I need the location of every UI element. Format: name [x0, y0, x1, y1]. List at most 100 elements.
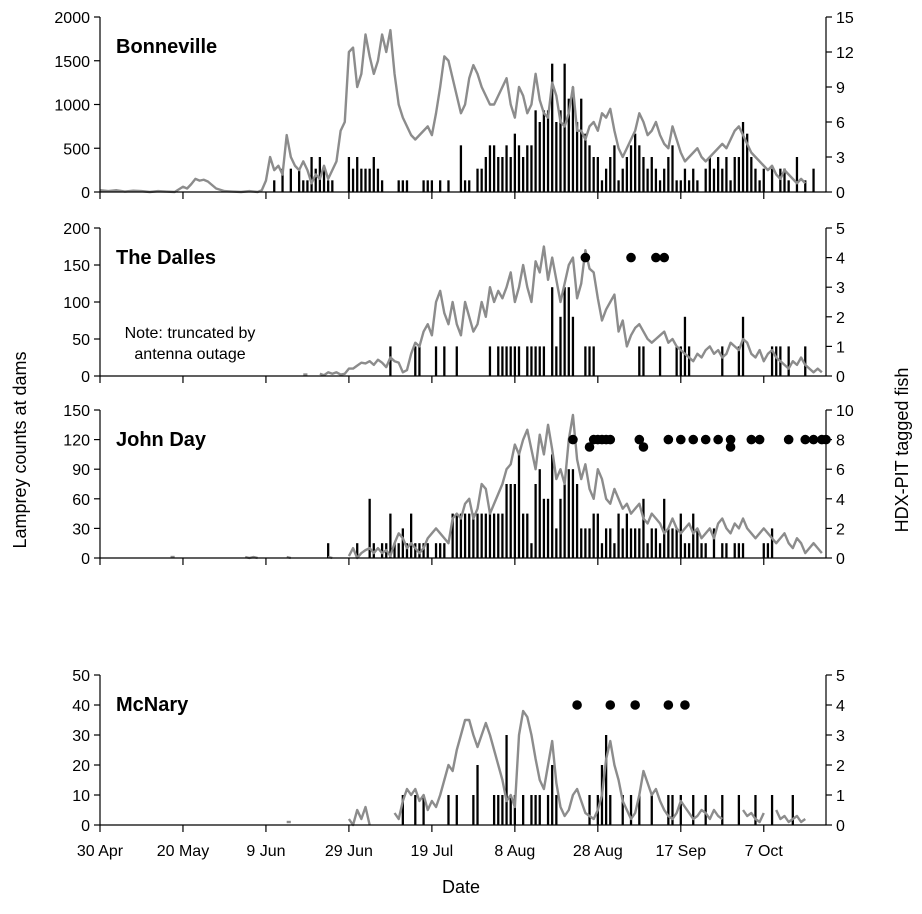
bar-0-11 — [331, 180, 334, 192]
bar-0-5 — [306, 180, 309, 192]
bar-1-31 — [679, 346, 682, 376]
right-tick-label-0-1: 3 — [836, 150, 845, 167]
bar-2-42 — [546, 498, 550, 558]
bar-1-41 — [804, 346, 807, 376]
bar-3-18 — [551, 765, 554, 825]
note-line-1-1: antenna outage — [134, 346, 245, 363]
panel-title-1: The Dalles — [116, 247, 216, 269]
dot-2-12 — [700, 434, 711, 445]
dot-3-3 — [663, 700, 674, 710]
bar-2-50 — [580, 528, 583, 558]
dot-2-6 — [605, 434, 616, 445]
bar-2-51 — [584, 528, 587, 558]
bar-3-28 — [650, 795, 653, 825]
bar-2-27 — [484, 513, 487, 558]
bar-2-49 — [575, 484, 579, 558]
dot-2-9 — [663, 434, 674, 445]
bar-0-82 — [683, 168, 687, 192]
bar-2-61 — [625, 513, 629, 558]
bar-0-83 — [687, 180, 691, 192]
right-tick-label-3-1: 1 — [836, 788, 845, 805]
bar-3-9 — [501, 795, 504, 825]
right-tick-label-1-2: 2 — [836, 310, 845, 327]
bar-1-36 — [741, 316, 745, 376]
bar-1-35 — [737, 346, 741, 376]
left-tick-label-3-4: 40 — [72, 698, 90, 715]
x-tick-label-4: 19 Jul — [411, 843, 454, 860]
bar-2-40 — [538, 469, 541, 558]
bar-0-89 — [717, 157, 720, 192]
bar-3-6 — [476, 765, 479, 825]
bar-1-12 — [517, 346, 521, 376]
bar-0-87 — [708, 157, 711, 192]
bar-0-79 — [671, 145, 674, 192]
bar-0-71 — [638, 145, 641, 192]
bar-0-55 — [571, 87, 575, 192]
bar-2-4 — [380, 543, 384, 558]
bar-3-17 — [546, 795, 550, 825]
bar-2-46 — [563, 484, 566, 558]
bar-3-0 — [401, 795, 404, 825]
bar-3-32 — [692, 795, 695, 825]
bar-2-59 — [617, 513, 620, 558]
bar-2-35 — [517, 454, 521, 558]
bar-0-61 — [596, 157, 599, 192]
left-tick-label-1-4: 200 — [63, 221, 90, 238]
bar-2-70 — [663, 498, 666, 558]
bar-3-31 — [679, 795, 682, 825]
bar-3-23 — [604, 735, 608, 825]
bar-2-63 — [634, 528, 637, 558]
bar-0-7 — [314, 168, 317, 192]
bar-0-91 — [725, 157, 728, 192]
bar-0-65 — [613, 145, 616, 192]
bar-2-12 — [414, 543, 417, 558]
bar-0-74 — [650, 157, 653, 192]
bar-0-47 — [538, 122, 541, 192]
bar-2-74 — [679, 513, 682, 558]
bar-3-26 — [629, 795, 633, 825]
bar-2-60 — [621, 528, 624, 558]
bar-2-37 — [526, 513, 529, 558]
bar-1-3 — [434, 346, 438, 376]
bar-0-101 — [770, 168, 774, 192]
bar-2-71 — [667, 528, 670, 558]
bar-2-6 — [389, 513, 392, 558]
bar-2-22 — [463, 513, 467, 558]
bar-0-60 — [592, 157, 595, 192]
bar-2-3 — [372, 543, 375, 558]
bar-3-37 — [770, 795, 774, 825]
bar-2-55 — [600, 543, 604, 558]
bar-3-7 — [492, 795, 496, 825]
bar-2-86 — [741, 543, 745, 558]
dot-3-2 — [630, 700, 640, 710]
bar-2-17 — [439, 543, 442, 558]
bar-0-66 — [617, 180, 620, 192]
right-tick-label-2-2: 4 — [836, 492, 845, 509]
left-tick-label-3-2: 20 — [72, 758, 90, 775]
bar-0-44 — [526, 145, 529, 192]
bar-2-14 — [422, 543, 425, 558]
bar-1-13 — [526, 346, 529, 376]
bar-1-9 — [505, 346, 508, 376]
left-tick-label-2-2: 60 — [72, 492, 90, 509]
dot-2-8 — [638, 442, 649, 452]
bar-2-11 — [410, 513, 413, 558]
right-axis-title: HDX-PIT tagged fish — [892, 368, 912, 533]
bar-0-90 — [721, 168, 724, 192]
bar-0-46 — [534, 110, 537, 192]
bar-0-102 — [779, 168, 782, 192]
bar-0-62 — [600, 180, 604, 192]
bar-0-97 — [750, 157, 753, 192]
bar-0-45 — [530, 145, 533, 192]
bar-3-16 — [538, 795, 541, 825]
bar-1-29 — [658, 346, 662, 376]
panel-title-2: John Day — [116, 429, 207, 451]
bar-0-14 — [356, 157, 359, 192]
bar-1-26 — [592, 346, 595, 376]
bar-2-45 — [559, 498, 562, 558]
bar-2-30 — [497, 513, 500, 558]
bar-0-93 — [733, 157, 736, 192]
bar-2-72 — [671, 528, 674, 558]
bar-1-30 — [675, 346, 678, 376]
bar-2-41 — [542, 498, 546, 558]
